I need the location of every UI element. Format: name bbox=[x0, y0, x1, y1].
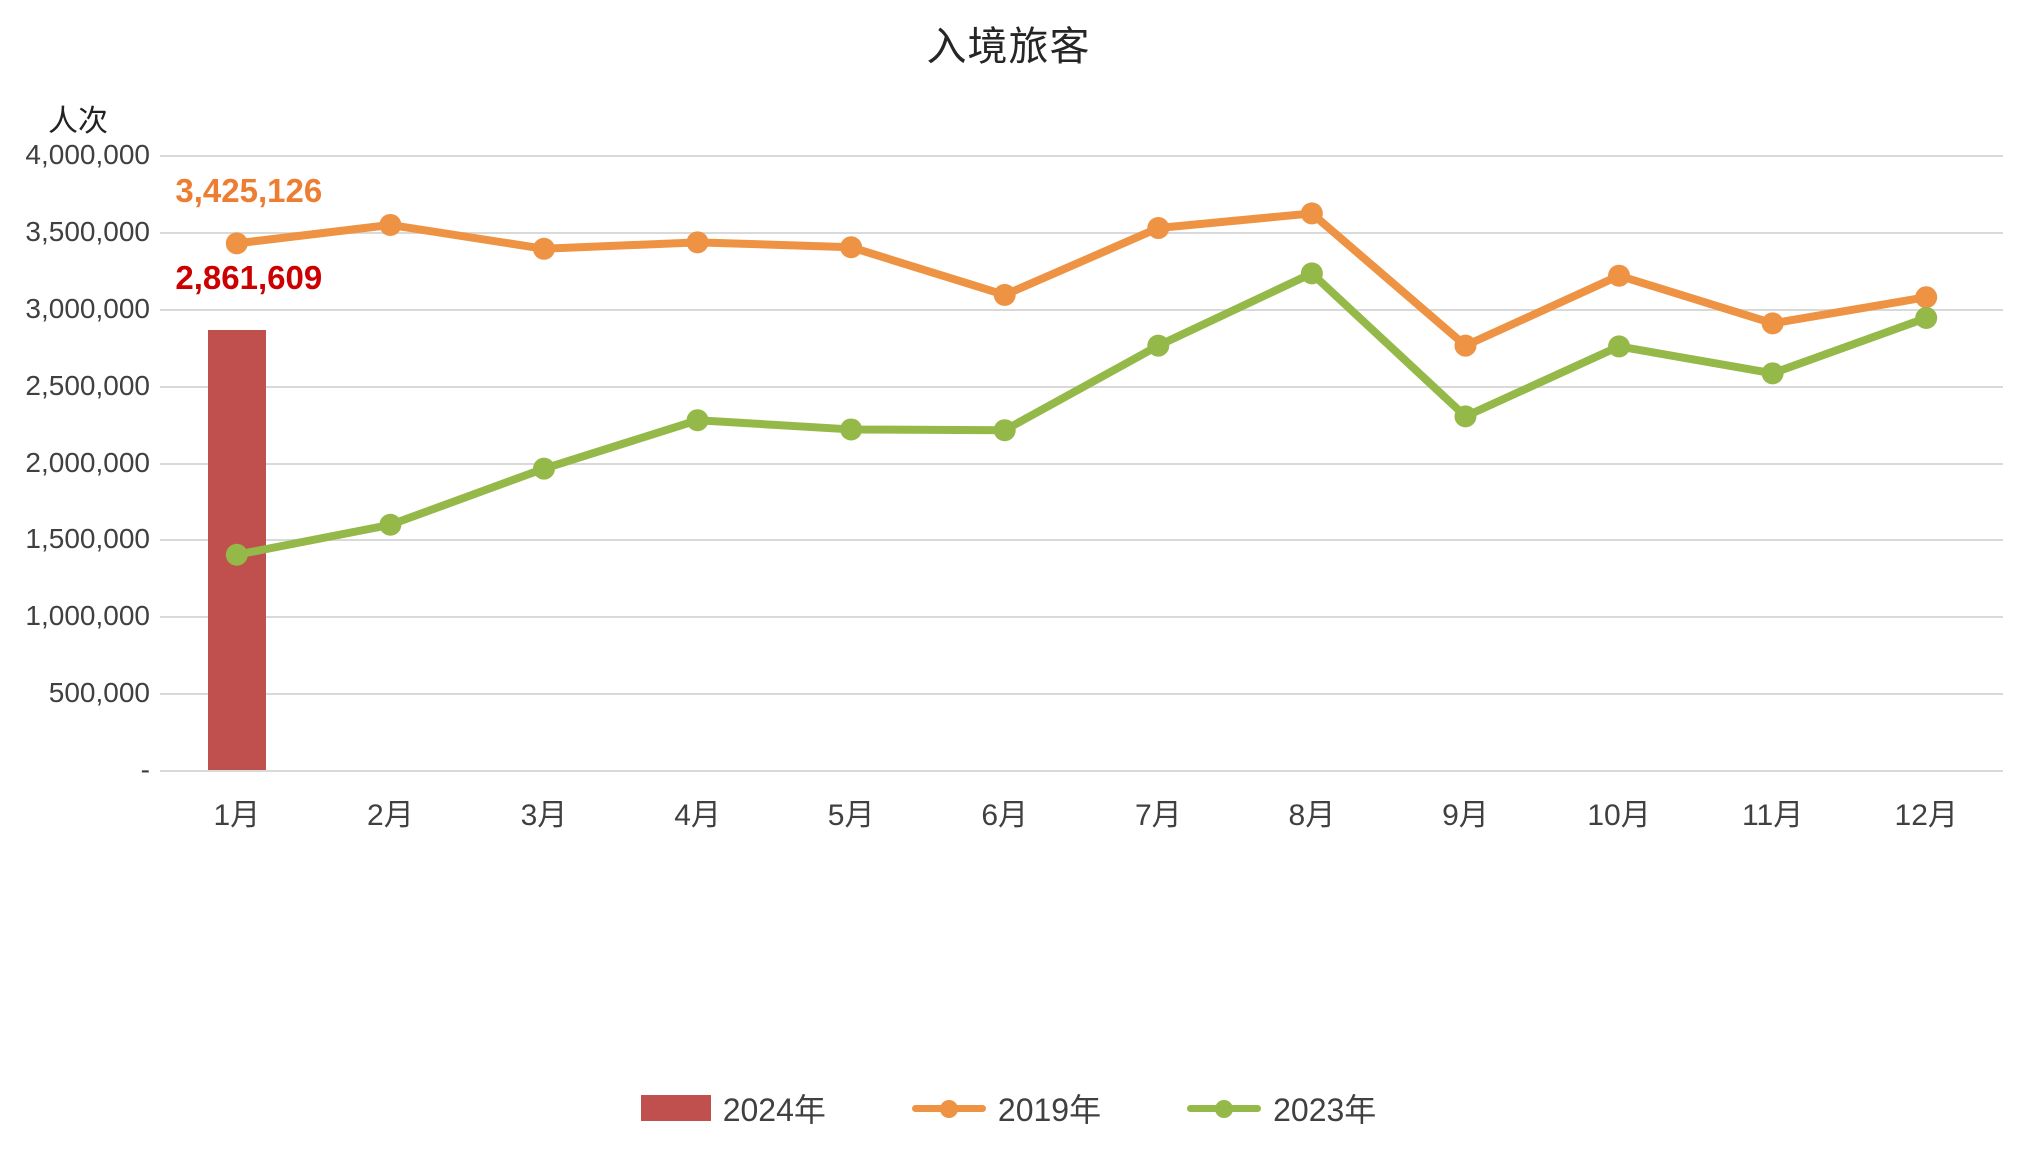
gridline bbox=[160, 693, 2003, 696]
y-axis-tick: 1,500,000 bbox=[25, 523, 150, 555]
chart-legend: 2024年 2019年 2023年 bbox=[0, 1085, 2017, 1131]
y-axis-tick: 2,500,000 bbox=[25, 369, 150, 401]
data-point-marker bbox=[379, 513, 402, 536]
data-point-marker bbox=[379, 213, 402, 236]
x-axis-tick: 1月 bbox=[213, 799, 261, 832]
data-point-marker bbox=[1761, 362, 1784, 385]
gridline bbox=[160, 231, 2003, 234]
y-axis-title: 人次 bbox=[48, 105, 108, 138]
y-axis-tick: 3,000,000 bbox=[25, 292, 150, 324]
data-point-marker bbox=[1761, 312, 1784, 335]
x-axis-tick: 4月 bbox=[674, 799, 721, 832]
chart-title: 入境旅客 bbox=[926, 25, 1091, 69]
y-axis-tick: 500,000 bbox=[48, 677, 150, 709]
gridline bbox=[160, 155, 2003, 157]
legend-label: 2024年 bbox=[722, 1092, 826, 1128]
legend-item-2023年[interactable]: 2023年 bbox=[1187, 1085, 1376, 1131]
legend-item-2019年[interactable]: 2019年 bbox=[911, 1085, 1102, 1131]
data-point-marker bbox=[1608, 264, 1631, 287]
data-point-marker bbox=[1147, 217, 1170, 240]
data-point-marker bbox=[686, 231, 709, 254]
legend-label: 2019年 bbox=[997, 1092, 1102, 1128]
x-axis-tick: 12月 bbox=[1894, 799, 1958, 832]
legend-line-swatch-icon bbox=[911, 1096, 986, 1120]
gridline bbox=[160, 308, 2003, 311]
data-point-marker bbox=[840, 236, 863, 259]
x-axis-tick: 9月 bbox=[1442, 799, 1489, 832]
line-series-layer bbox=[225, 202, 1938, 566]
y-axis-tick: - bbox=[140, 754, 150, 785]
data-point-marker bbox=[1454, 405, 1477, 428]
x-axis-tick: 3月 bbox=[520, 799, 568, 832]
x-axis-tick: 7月 bbox=[1134, 799, 1182, 832]
y-axis-tick-labels: 4,000,000 3,500,000 3,000,000 2,500,000 2,00… bbox=[0, 139, 150, 785]
legend-item-2024年[interactable]: 2024年 bbox=[640, 1085, 826, 1131]
data-point-marker bbox=[1454, 334, 1477, 357]
plot-area: 3,425,126 2,861,609 bbox=[160, 155, 2003, 772]
legend-bar-swatch-icon bbox=[640, 1095, 711, 1121]
data-point-marker bbox=[993, 283, 1016, 306]
data-point-marker bbox=[686, 409, 709, 432]
data-point-marker bbox=[840, 418, 863, 441]
gridline bbox=[160, 539, 2003, 542]
data-point-marker bbox=[225, 543, 248, 566]
data-point-marker bbox=[1300, 202, 1323, 225]
y-axis-tick: 1,000,000 bbox=[25, 600, 150, 632]
x-axis-tick: 8月 bbox=[1288, 799, 1336, 832]
data-point-marker bbox=[532, 237, 555, 260]
x-axis-line bbox=[160, 770, 2003, 772]
data-label-2024年: 2,861,609 bbox=[175, 259, 323, 297]
data-point-marker bbox=[532, 457, 555, 480]
x-axis-tick: 5月 bbox=[827, 799, 875, 832]
x-axis-tick: 10月 bbox=[1587, 799, 1651, 832]
data-label-2019年: 3,425,126 bbox=[175, 172, 323, 210]
data-point-marker bbox=[225, 232, 248, 255]
y-axis-tick: 2,000,000 bbox=[25, 446, 150, 478]
line-2023年 bbox=[232, 269, 1931, 559]
x-axis-tick: 6月 bbox=[981, 799, 1029, 832]
gridline bbox=[160, 616, 2003, 619]
y-axis-tick: 3,500,000 bbox=[25, 215, 150, 247]
data-point-marker bbox=[1300, 262, 1323, 285]
data-point-marker bbox=[1147, 334, 1170, 357]
legend-line-swatch-icon bbox=[1187, 1096, 1262, 1120]
x-axis-tick: 11月 bbox=[1742, 799, 1804, 832]
data-point-marker bbox=[993, 419, 1016, 442]
line-2019年 bbox=[232, 209, 1931, 350]
y-axis-tick: 4,000,000 bbox=[25, 139, 150, 170]
gridline bbox=[160, 462, 2003, 465]
x-axis-tick: 2月 bbox=[367, 799, 414, 832]
data-point-marker bbox=[1915, 286, 1938, 309]
data-point-marker bbox=[1608, 335, 1631, 358]
x-axis-tick-labels: 1月 2月 3月 4月 5月 6月 7月 8月 9月 10月 11月 12月 bbox=[160, 790, 2003, 850]
legend-label: 2023年 bbox=[1273, 1092, 1377, 1128]
data-point-marker bbox=[1915, 306, 1938, 329]
